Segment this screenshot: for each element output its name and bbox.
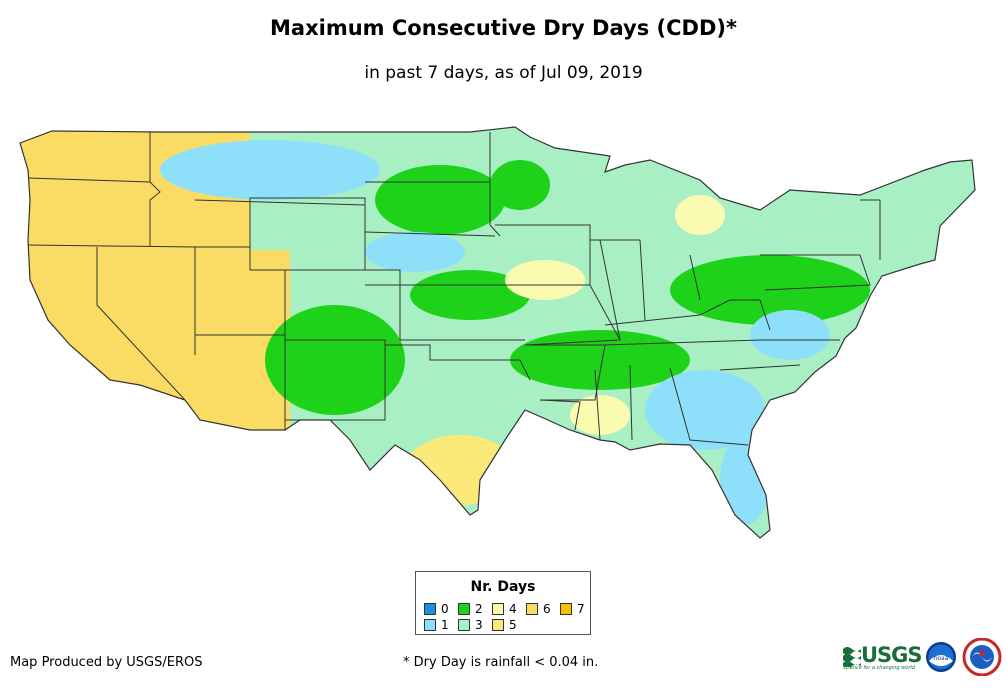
al-ga-border <box>629 364 633 441</box>
legend-item-5: 5 <box>492 619 517 631</box>
nws-logo-icon <box>962 638 1002 676</box>
producer-credit: Map Produced by USGS/EROS <box>10 655 203 670</box>
cdd-region-kansas <box>410 270 530 320</box>
legend-swatch-0 <box>424 603 436 615</box>
cdd-region-colorado <box>265 305 405 415</box>
tn-border <box>604 339 761 346</box>
la-border <box>539 399 581 431</box>
legend-item-1: 1 <box>424 619 449 631</box>
cdd-region-iowa <box>505 260 585 300</box>
or-ca-border <box>27 244 196 248</box>
in-oh-border <box>639 239 646 321</box>
il-in-border <box>599 239 621 341</box>
legend-item-3: 3 <box>458 619 483 631</box>
usgs-wordmark: USGS <box>861 643 923 667</box>
oh-pa-border <box>689 254 701 301</box>
wv-border <box>730 299 771 331</box>
ky-border <box>604 299 731 326</box>
cdd-region-dakotas <box>375 165 505 235</box>
noaa-text: noaa <box>934 655 949 662</box>
legend-box: Nr. Days 0 1 2 3 4 5 6 7 <box>415 571 591 635</box>
legend-item-6: 6 <box>526 603 551 615</box>
cdd-region-midsouth <box>510 330 690 390</box>
wa-or-border <box>27 177 151 183</box>
sd-ne-border <box>364 231 496 237</box>
nm-box <box>285 339 386 421</box>
cdd-region-texas <box>405 435 515 505</box>
pa-box <box>760 254 871 291</box>
ms-al-border <box>594 369 601 441</box>
cdd-region-minnesota <box>490 160 550 210</box>
mo-box <box>520 284 621 346</box>
us-outline <box>19 126 976 539</box>
legend-swatch-2 <box>458 603 470 615</box>
dry-day-footnote: * Dry Day is rainfall < 0.04 in. <box>403 655 599 670</box>
legend-item-2: 2 <box>458 603 483 615</box>
cdd-region-southeast <box>645 370 765 450</box>
legend-swatch-6 <box>526 603 538 615</box>
map-title: Maximum Consecutive Dry Days (CDD)* <box>270 16 737 40</box>
legend-item-7: 7 <box>560 603 585 615</box>
ga-fl-border <box>669 367 749 446</box>
cdd-region-montana <box>160 140 380 200</box>
legend-swatch-3 <box>458 619 470 631</box>
legend-swatch-7 <box>560 603 572 615</box>
legend-swatch-4 <box>492 603 504 615</box>
legend-swatch-5 <box>492 619 504 631</box>
cdd-region-nebraska <box>365 232 465 272</box>
tx-ok-border <box>385 344 531 381</box>
noaa-logo-icon: noaa <box>926 642 956 672</box>
cdd-region-carolinas <box>750 310 830 360</box>
state-borders <box>27 132 881 446</box>
cdd-region-michigan <box>675 195 725 235</box>
map-subtitle: in past 7 days, as of Jul 09, 2019 <box>364 63 643 83</box>
mt-south-border <box>194 199 366 206</box>
nc-sc-border <box>719 364 801 371</box>
legend-item-0: 0 <box>424 603 449 615</box>
legend-title: Nr. Days <box>470 579 536 595</box>
co-box <box>285 269 401 340</box>
usgs-logo: USGS science for a changing world <box>843 643 923 673</box>
ca-nv-border <box>96 247 186 401</box>
usgs-tagline: science for a changing world <box>843 665 915 671</box>
usgs-wave-icon <box>843 647 861 667</box>
id-border <box>149 132 161 247</box>
mn-border <box>489 132 501 237</box>
legend-item-4: 4 <box>492 603 517 615</box>
cdd-region-gulf-coast <box>570 395 630 435</box>
cdd-region-florida <box>720 435 770 525</box>
ar-box <box>525 344 606 401</box>
cdd-fill <box>20 127 975 538</box>
legend-swatch-1 <box>424 619 436 631</box>
cdd-region-northeast <box>760 140 975 260</box>
